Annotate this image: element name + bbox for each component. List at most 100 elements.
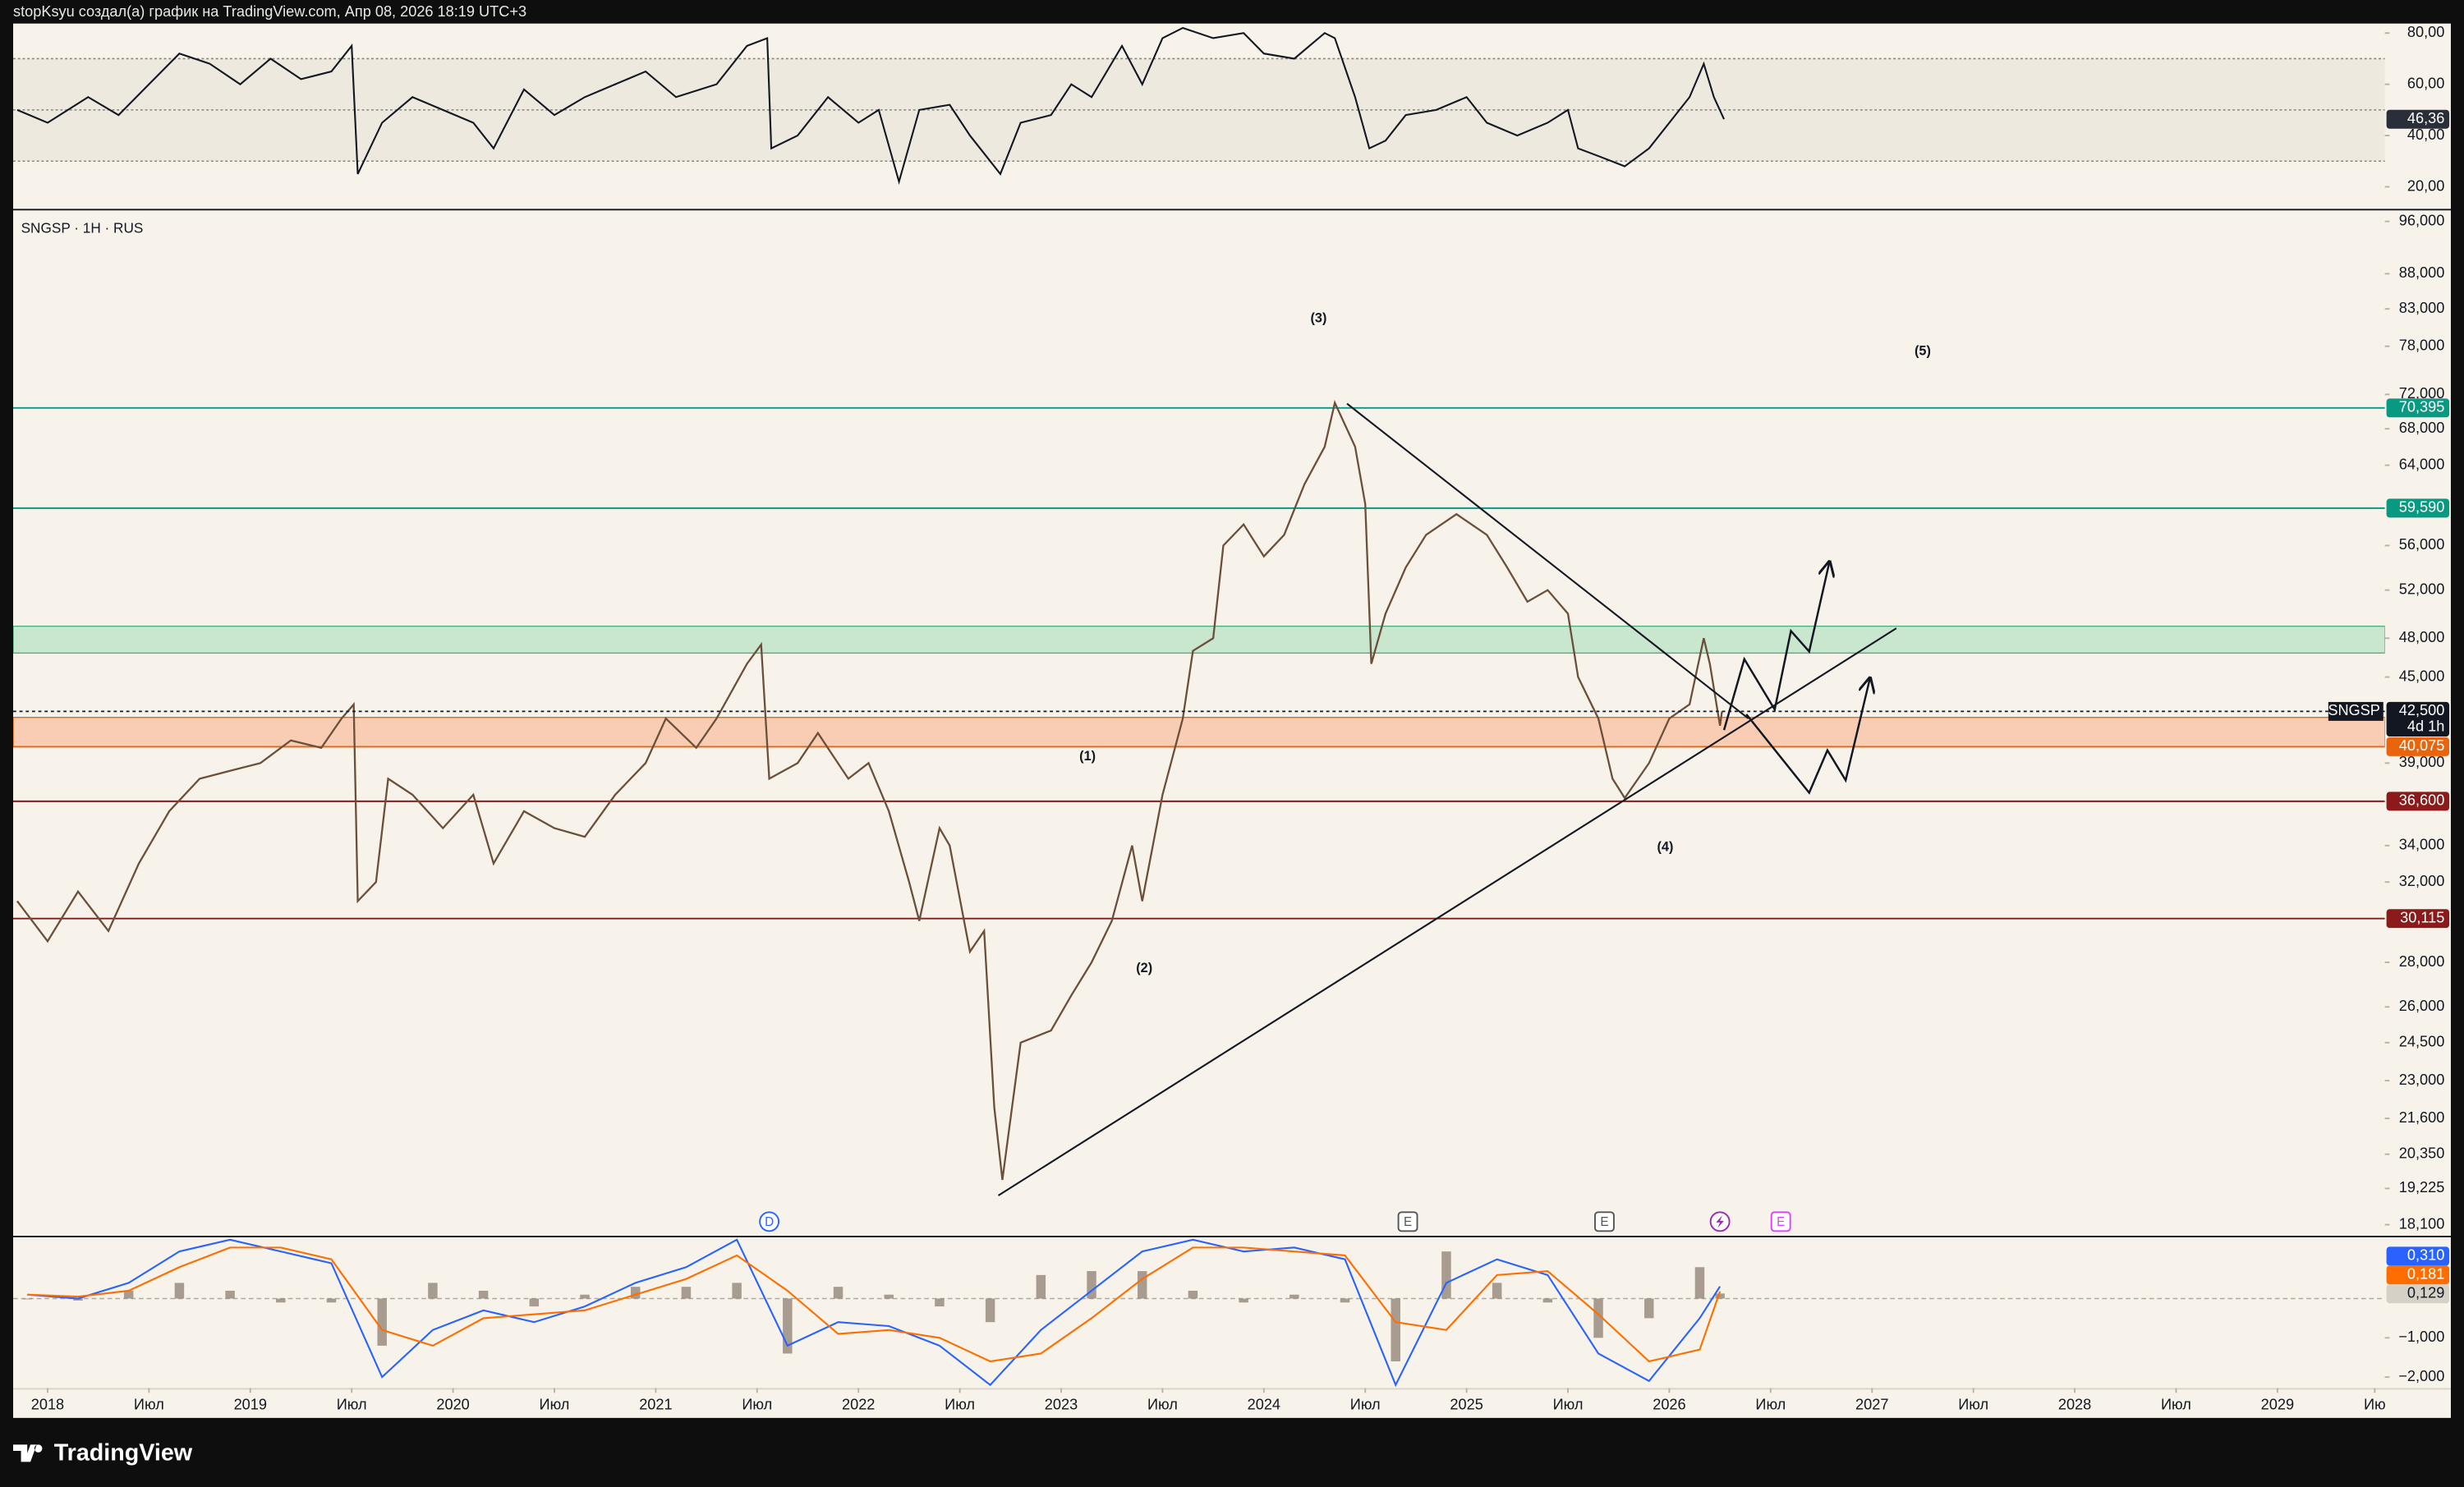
price-tick-label: 21,600 bbox=[2399, 1109, 2445, 1126]
macd-histogram-bar bbox=[1137, 1271, 1147, 1299]
price-tick-label: 68,000 bbox=[2399, 420, 2445, 436]
level-label-box bbox=[2386, 498, 2450, 518]
logo-text: TradingView bbox=[54, 1439, 193, 1466]
macd-line bbox=[27, 1246, 1722, 1363]
forecast-path bbox=[1722, 562, 1829, 731]
macd-histogram-bar bbox=[1715, 1293, 1725, 1299]
x-tick-label: Июл bbox=[337, 1396, 367, 1412]
x-tick-label: 2023 bbox=[1045, 1396, 1078, 1412]
last-price-label: 42,500 bbox=[2399, 702, 2445, 718]
macd-histogram-bar bbox=[1036, 1274, 1046, 1299]
symbol-badge-box bbox=[2328, 701, 2384, 721]
x-tick-label: 2021 bbox=[639, 1396, 672, 1412]
x-tick-label: Июл bbox=[1958, 1396, 1988, 1412]
rsi-line bbox=[16, 26, 1726, 186]
rsi-last-label-box bbox=[2386, 109, 2450, 129]
price-tick-label: 26,000 bbox=[2399, 998, 2445, 1014]
macd-histogram-bar bbox=[377, 1298, 387, 1346]
header-text: stopKsyu создал(а) график на TradingView… bbox=[13, 3, 526, 20]
macd-tick-label: −2,000 bbox=[2398, 1368, 2444, 1384]
price-tick-label: 88,000 bbox=[2399, 264, 2445, 281]
macd-histogram-bar bbox=[1694, 1267, 1705, 1299]
x-tick-label: Июл bbox=[134, 1396, 164, 1412]
rsi-tick-label: 80,00 bbox=[2407, 24, 2444, 40]
macd-histogram-bar bbox=[783, 1298, 793, 1354]
macd-histogram-bar bbox=[1188, 1290, 1198, 1299]
countdown-label: 4d 1h bbox=[2407, 718, 2444, 734]
forecast-path bbox=[1745, 678, 1870, 795]
macd-histogram-bar bbox=[478, 1290, 489, 1299]
x-tick-label: Июл bbox=[1147, 1396, 1178, 1412]
signal-last-label: 0,181 bbox=[2407, 1266, 2444, 1283]
event-label: E bbox=[1404, 1215, 1412, 1229]
wave-label: (1) bbox=[1079, 749, 1096, 764]
x-tick-label: 2018 bbox=[31, 1396, 64, 1412]
price-tick-label: 39,000 bbox=[2399, 754, 2445, 770]
x-tick-label: 2028 bbox=[2058, 1396, 2091, 1412]
macd-histogram-bar bbox=[580, 1294, 590, 1299]
wave-label: (5) bbox=[1915, 344, 1931, 359]
x-tick-label: 2026 bbox=[1653, 1396, 1685, 1412]
price-tick-label: 72,000 bbox=[2399, 385, 2445, 402]
macd-histogram-bar bbox=[276, 1298, 286, 1303]
x-tick-label: Июл bbox=[945, 1396, 975, 1412]
trendline bbox=[997, 627, 1897, 1196]
macd-histogram-bar bbox=[73, 1298, 83, 1301]
event-label: D bbox=[765, 1215, 774, 1229]
x-tick-label: Июл bbox=[1553, 1396, 1584, 1412]
macd-histogram-bar bbox=[935, 1298, 945, 1307]
event-marker bbox=[759, 1211, 780, 1232]
pane bbox=[13, 1238, 2385, 1388]
wave-label: (3) bbox=[1311, 310, 1327, 325]
histogram-last-label-box bbox=[2386, 1284, 2450, 1304]
price-tick-label: 32,000 bbox=[2399, 873, 2445, 889]
macd-histogram-bar bbox=[123, 1290, 134, 1299]
x-tick-label: 2029 bbox=[2261, 1396, 2294, 1412]
macd-line bbox=[27, 1238, 1722, 1388]
logo-icon bbox=[13, 1444, 43, 1462]
price-tick-label: 34,000 bbox=[2399, 837, 2445, 853]
price-tick-label: 24,500 bbox=[2399, 1034, 2445, 1050]
x-tick-label: Июл bbox=[1755, 1396, 1786, 1412]
macd-histogram-bar bbox=[174, 1283, 185, 1299]
rsi-last-label: 46,36 bbox=[2407, 110, 2444, 126]
price-tick-label: 56,000 bbox=[2399, 536, 2445, 553]
x-tick-label: 2025 bbox=[1450, 1396, 1483, 1412]
x-tick-label: 2024 bbox=[1248, 1396, 1280, 1412]
macd-histogram-bar bbox=[529, 1298, 540, 1307]
price-line bbox=[16, 400, 1723, 1181]
price-tick-label: 96,000 bbox=[2399, 212, 2445, 228]
x-tick-label: 2027 bbox=[1855, 1396, 1888, 1412]
level-label-box bbox=[2386, 398, 2450, 418]
macd-last-label-box bbox=[2386, 1246, 2450, 1266]
footer-logo: TradingView bbox=[13, 1439, 193, 1466]
macd-histogram-bar bbox=[833, 1287, 844, 1299]
trendline bbox=[1346, 402, 1749, 719]
event-marker bbox=[1770, 1211, 1791, 1232]
macd-histogram-bar bbox=[681, 1287, 692, 1299]
price-tick-label: 64,000 bbox=[2399, 456, 2445, 472]
event-bolt bbox=[1716, 1215, 1724, 1228]
price-tick-label: 28,000 bbox=[2399, 953, 2445, 970]
macd-histogram-bar bbox=[1492, 1283, 1502, 1299]
price-tick-label: 18,100 bbox=[2399, 1215, 2445, 1232]
symbol-badge: SNGSP bbox=[2328, 702, 2380, 718]
price-tick-label: 20,350 bbox=[2399, 1145, 2445, 1162]
x-tick-label: Ию bbox=[2364, 1396, 2386, 1412]
macd-histogram-bar bbox=[1441, 1251, 1451, 1299]
event-marker bbox=[1594, 1211, 1615, 1232]
event-label: E bbox=[1777, 1215, 1785, 1229]
x-tick-label: 2022 bbox=[842, 1396, 875, 1412]
macd-histogram-bar bbox=[1391, 1298, 1400, 1362]
macd-histogram-bar bbox=[225, 1290, 235, 1299]
level-label-box bbox=[2386, 737, 2450, 756]
macd-histogram-bar bbox=[1644, 1298, 1654, 1319]
price-tick-label: 83,000 bbox=[2399, 300, 2445, 316]
macd-histogram-bar bbox=[1087, 1271, 1096, 1299]
level-label: 40,075 bbox=[2399, 737, 2445, 754]
histogram-last-label: 0,129 bbox=[2407, 1285, 2444, 1301]
macd-histogram-bar bbox=[630, 1287, 641, 1299]
macd-histogram-bar bbox=[985, 1298, 995, 1323]
